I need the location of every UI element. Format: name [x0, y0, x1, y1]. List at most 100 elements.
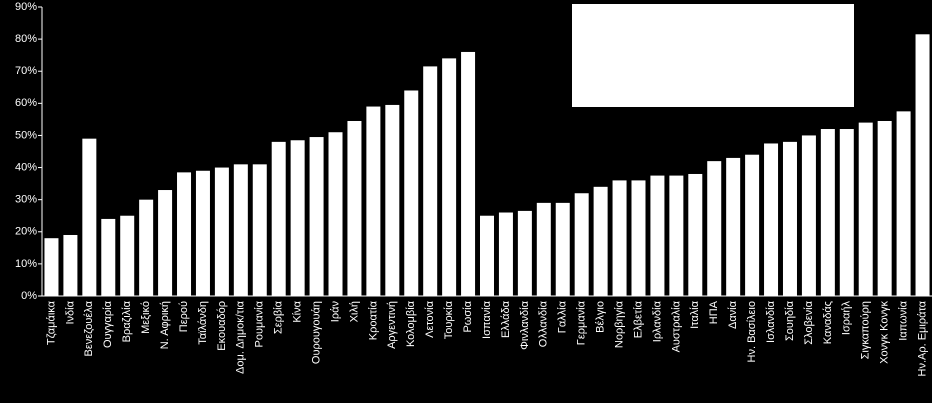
bar	[347, 120, 362, 296]
y-tick-label: 70%	[15, 65, 37, 77]
x-tick-label: Χονγκ Κονγκ	[879, 301, 891, 364]
bar	[328, 132, 343, 296]
x-tick-label: Ινδία	[64, 300, 76, 324]
bar	[404, 90, 419, 296]
bar	[423, 66, 438, 297]
y-tick-label: 90%	[15, 1, 37, 13]
bar	[839, 129, 854, 296]
x-tick-label: Ιρλανδία	[651, 300, 663, 342]
x-tick-label: Ν. Αφρική	[159, 301, 171, 349]
bar	[120, 215, 135, 296]
bar	[517, 210, 532, 296]
x-tick-label: Γερμανία	[576, 300, 588, 345]
x-tick-label: Βραζιλία	[121, 300, 133, 342]
bar	[536, 202, 551, 296]
bar	[195, 170, 210, 296]
x-tick-label: Τουρκία	[443, 300, 455, 339]
bar	[366, 106, 381, 297]
x-tick-label: Αργεντινή	[386, 301, 398, 349]
bar	[233, 164, 248, 296]
x-tick-label: Σουηδία	[784, 300, 796, 341]
x-tick-label: Μεξικό	[140, 301, 152, 334]
x-tick-label: Ην.Αρ. Εμιράτα	[916, 300, 928, 376]
bar	[214, 167, 229, 296]
bar	[461, 51, 476, 297]
y-tick-label: 30%	[15, 194, 37, 206]
y-tick-label: 60%	[15, 97, 37, 109]
x-tick-label: Ελβετία	[632, 300, 644, 338]
bar	[139, 199, 154, 296]
x-tick-label: Ταϊλάνδη	[197, 301, 209, 345]
bar	[177, 172, 192, 296]
x-tick-label: Βενεζουέλα	[83, 300, 95, 356]
x-tick-label: Ελλάδα	[500, 300, 512, 338]
x-tick-label: Καναδάς	[822, 301, 834, 344]
x-tick-label: Χιλή	[348, 301, 360, 322]
bar	[480, 215, 494, 296]
x-tick-label: Σιγκαπούρη	[860, 301, 872, 359]
bar	[858, 122, 873, 296]
bar	[726, 157, 741, 296]
x-tick-label: Ουγγαρία	[102, 300, 114, 348]
bar	[271, 141, 286, 296]
y-tick-label: 0%	[21, 290, 37, 302]
bar	[820, 129, 835, 296]
bar	[309, 137, 324, 296]
bar	[764, 143, 779, 296]
x-tick-label: Ιαπωνία	[898, 300, 910, 340]
bar	[442, 58, 457, 296]
y-tick-label: 40%	[15, 161, 37, 173]
x-tick-label: Νορβηγία	[613, 300, 625, 348]
bar	[82, 138, 97, 296]
x-tick-label: Σερβία	[273, 300, 285, 334]
bar	[498, 212, 513, 296]
bar	[612, 180, 627, 296]
x-tick-label: Περού	[178, 301, 190, 332]
x-tick-label: Ρουμανία	[254, 300, 266, 347]
x-tick-label: Λετονία	[424, 300, 436, 338]
bar	[158, 190, 173, 296]
bar	[707, 161, 722, 296]
x-tick-label: Ολλανδία	[538, 300, 550, 347]
bar	[782, 141, 797, 296]
bar	[745, 154, 760, 296]
x-tick-label: Βέλγιο	[595, 301, 607, 333]
x-tick-label: Ισραήλ	[841, 301, 853, 336]
bar	[44, 238, 59, 296]
x-tick-label: ΗΠΑ	[708, 300, 720, 324]
bar	[593, 186, 608, 296]
bar	[915, 34, 930, 297]
x-tick-label: Ισλανδία	[765, 300, 777, 343]
bar	[669, 175, 684, 296]
bar	[896, 111, 911, 296]
bar	[101, 218, 116, 296]
bar	[574, 193, 589, 296]
x-tick-label: Κολομβία	[405, 300, 417, 347]
x-tick-label: Γαλλία	[557, 300, 569, 333]
x-tick-label: Κίνα	[292, 300, 304, 322]
bar	[688, 173, 703, 296]
x-tick-label: Τζαμάικα	[45, 300, 57, 345]
bar	[801, 135, 816, 296]
bar	[252, 164, 267, 296]
bar	[877, 120, 892, 296]
y-tick-label: 20%	[15, 226, 37, 238]
x-tick-label: Ην. Βασίλειο	[746, 301, 758, 362]
x-tick-label: Εκουαδόρ	[216, 301, 228, 351]
y-tick-label: 80%	[15, 33, 37, 45]
x-tick-label: Ιταλία	[689, 300, 701, 329]
x-tick-label: Ισπανία	[481, 300, 493, 339]
x-tick-label: Κροατία	[367, 300, 379, 340]
x-tick-label: Ρωσία	[462, 300, 474, 332]
x-tick-label: Ιράν	[329, 301, 341, 323]
legend-box	[572, 4, 854, 107]
bar	[631, 180, 646, 296]
y-tick-label: 10%	[15, 258, 37, 270]
x-tick-label: Αυστραλία	[670, 300, 682, 352]
bar	[290, 140, 305, 296]
x-tick-label: Φινλανδία	[519, 300, 531, 349]
x-tick-label: Σλοβενία	[803, 300, 815, 344]
x-tick-label: Ουρουγουάη	[310, 301, 322, 364]
bar	[385, 104, 400, 296]
